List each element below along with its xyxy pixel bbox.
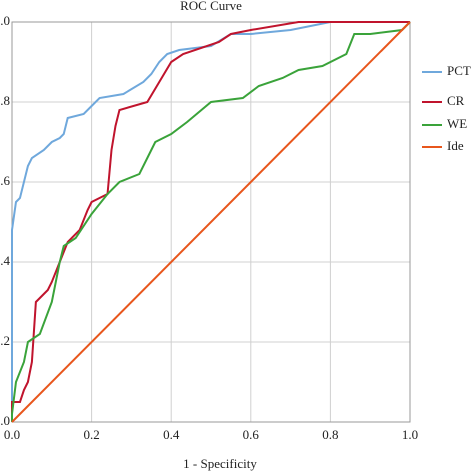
x-tick-label: 0.2: [83, 427, 99, 442]
y-tick-label: 0.0: [0, 413, 10, 428]
x-axis-label: 1 - Specificity: [183, 456, 257, 471]
x-tick-label: 0.4: [163, 427, 180, 442]
x-tick-label: 0.0: [4, 427, 20, 442]
x-tick-label: 1.0: [402, 427, 418, 442]
x-tick-label: 0.8: [322, 427, 338, 442]
chart-title: ROC Curve: [180, 0, 242, 13]
roc-line: [11, 21, 410, 422]
legend-label: CR: [447, 93, 465, 108]
legend-label: PCT: [447, 63, 471, 78]
y-tick-label: 0.6: [0, 173, 11, 188]
y-tick-label: 0.4: [0, 253, 11, 268]
plot-frame: [11, 21, 411, 423]
y-tick-label: 0.2: [0, 333, 10, 348]
roc-line: [11, 21, 411, 423]
x-tick-label: 0.6: [243, 427, 260, 442]
y-tick-label: 0.8: [0, 93, 10, 108]
legend-label: Ide: [447, 138, 464, 153]
legend-label: WE: [447, 116, 467, 131]
y-tick-label: 1.0: [0, 13, 10, 28]
roc-line: [11, 21, 411, 422]
